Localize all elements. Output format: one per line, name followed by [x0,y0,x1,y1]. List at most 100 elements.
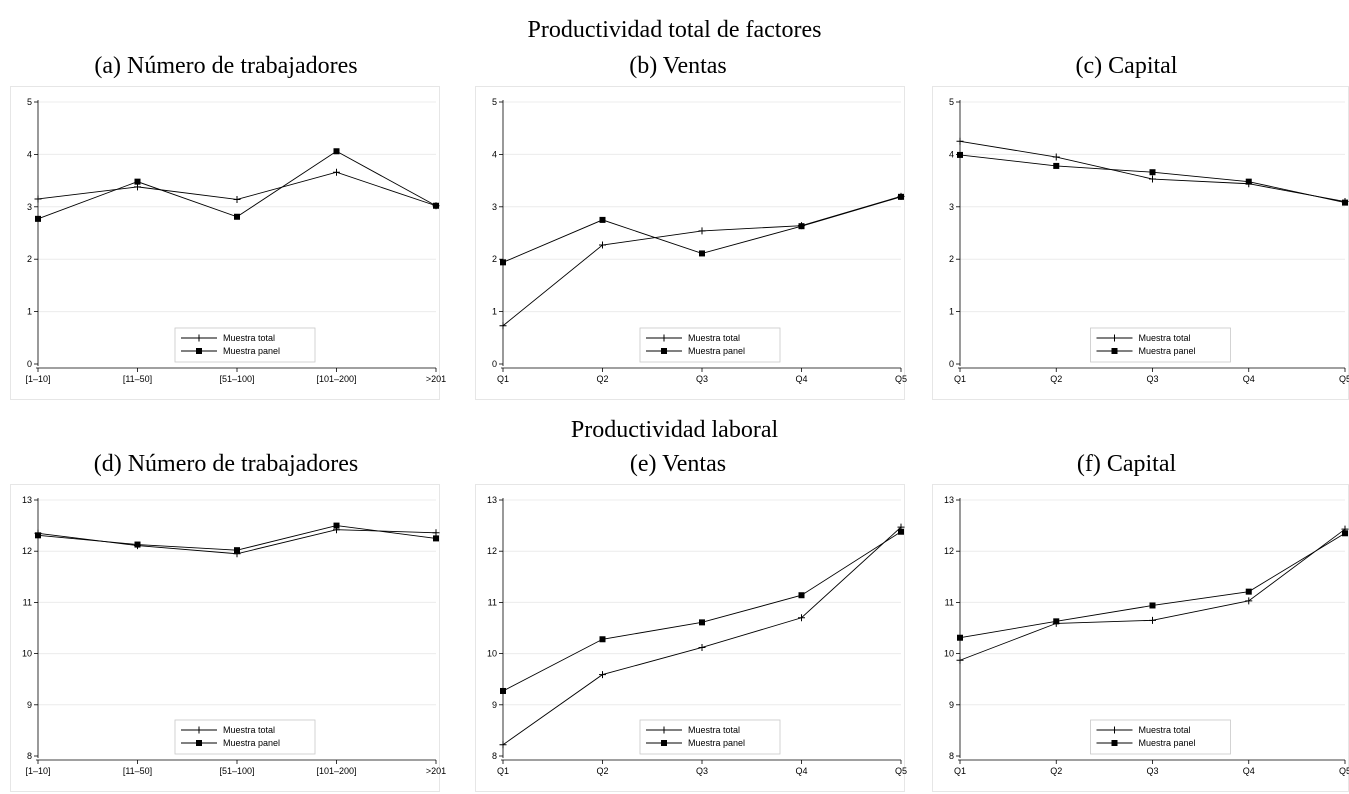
series-line [38,526,436,551]
data-point [135,179,141,185]
series-total [500,524,905,749]
data-point [500,741,507,748]
legend: Muestra total Muestra panel [640,328,780,362]
legend-label: Muestra total [223,725,275,735]
y-tick-label: 5 [27,97,32,107]
data-point [433,535,439,541]
y-tick-label: 13 [22,495,32,505]
legend: Muestra total Muestra panel [640,720,780,754]
data-point [1149,617,1156,624]
data-point [234,196,241,203]
data-point [35,195,42,202]
x-tick-label: Q5 [895,766,907,776]
y-tick-label: 10 [487,649,497,659]
y-tick-label: 4 [27,149,32,159]
x-tick-label: Q2 [1050,766,1062,776]
y-tick-label: 5 [949,97,954,107]
series-line [960,529,1345,660]
legend: Muestra total Muestra panel [175,328,315,362]
series-line [503,527,901,745]
y-tick-label: 0 [949,359,954,369]
legend: Muestra total Muestra panel [175,720,315,754]
y-tick-label: 3 [492,202,497,212]
y-tick-label: 8 [492,751,497,761]
legend-marker [661,740,667,746]
x-tick-label: Q3 [696,766,708,776]
data-point [600,217,606,223]
x-tick-label: Q1 [954,374,966,384]
y-tick-label: 9 [27,700,32,710]
data-point [1245,597,1252,604]
data-point [799,223,805,229]
legend: Muestra total Muestra panel [1091,328,1231,362]
legend-label: Muestra panel [1139,738,1196,748]
data-point [898,194,904,200]
series-total [957,526,1349,664]
data-point [1149,176,1156,183]
data-point [600,636,606,642]
y-tick-label: 11 [23,597,32,607]
y-tick-label: 1 [492,307,497,317]
x-tick-label: Q4 [1243,374,1255,384]
y-tick-label: 10 [944,649,954,659]
x-tick-label: Q5 [895,374,907,384]
x-tick-label: Q5 [1339,766,1349,776]
y-tick-label: 2 [492,254,497,264]
x-tick-label: [11–50] [123,374,152,384]
y-tick-label: 1 [949,307,954,317]
x-tick-label: Q1 [497,374,509,384]
y-tick-label: 0 [492,359,497,369]
legend-label: Muestra panel [223,346,280,356]
data-point [1246,179,1252,185]
y-tick-label: 2 [27,254,32,264]
legend: Muestra total Muestra panel [1091,720,1231,754]
chart-title-f: (f) Capital [904,450,1349,478]
data-point [433,203,439,209]
section-title-tfp: Productividad total de factores [0,16,1349,44]
y-tick-label: 5 [492,97,497,107]
y-tick-label: 13 [487,495,497,505]
y-tick-label: 12 [22,546,32,556]
x-tick-label: Q3 [1146,374,1158,384]
data-point [35,532,41,538]
chart-a-workers-tfp: 012345[1–10] [11–50] [51–100] [101–200] >201… [10,86,440,400]
series-panel [500,529,904,694]
series-panel [35,148,439,222]
chart-c-capital-tfp: 0 1 2 3 4 5 Q1 Q2 Q3 Q4 Q5 Muestra total Muestra pan… [932,86,1349,400]
data-point [699,644,706,651]
series-panel [35,523,439,554]
series-line [38,151,436,219]
chart-title-b: (b) Ventas [452,52,904,80]
legend-label: Muestra total [688,333,740,343]
y-tick-label: 4 [949,149,954,159]
y-tick-label: 9 [492,700,497,710]
data-point [699,250,705,256]
data-point [1053,618,1059,624]
x-tick-label: Q1 [954,766,966,776]
x-tick-label: [101–200] [316,374,356,384]
x-tick-label: >201 [426,374,446,384]
y-tick-label: 11 [488,597,497,607]
legend-marker [1112,740,1118,746]
y-tick-label: 3 [27,202,32,212]
y-tick-label: 10 [22,649,32,659]
data-point [433,529,440,536]
y-tick-label: 13 [944,495,954,505]
x-tick-label: [11–50] [123,766,152,776]
x-tick-label: Q5 [1339,374,1349,384]
data-point [234,547,240,553]
x-tick-label: Q1 [497,766,509,776]
chart-title-d: (d) Número de trabajadores [0,450,452,478]
data-point [333,169,340,176]
data-point [334,523,340,529]
chart-title-a: (a) Número de trabajadores [0,52,452,80]
chart-title-c: (c) Capital [904,52,1349,80]
y-tick-label: 12 [944,546,954,556]
data-point [599,671,606,678]
legend-marker [661,348,667,354]
section-title-labor: Productividad laboral [0,416,1349,444]
series-panel [957,530,1348,640]
legend-label: Muestra total [688,725,740,735]
x-tick-label: Q4 [795,374,807,384]
y-tick-label: 12 [487,546,497,556]
